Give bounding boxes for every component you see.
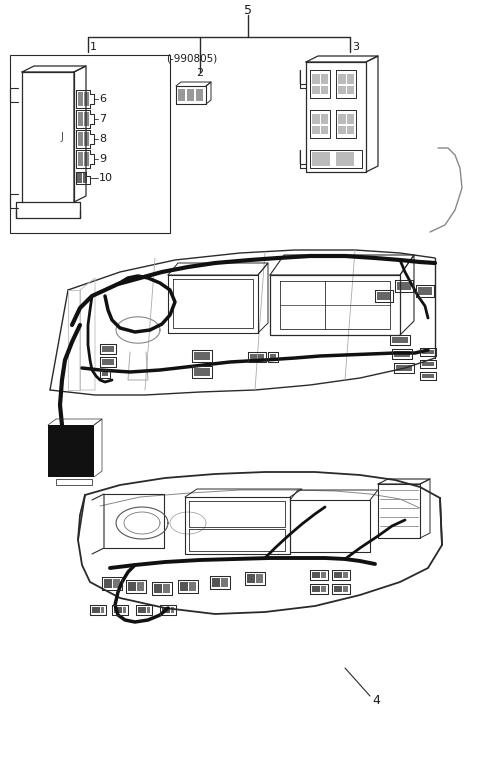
Bar [321,86,328,94]
Bar [312,586,320,592]
Bar [194,352,210,360]
Bar [312,572,320,578]
Bar [321,74,328,84]
Bar [138,607,146,613]
Bar [312,126,320,134]
Bar [418,287,432,295]
Bar [178,89,185,101]
Bar [84,92,89,106]
Bar [154,584,162,593]
Text: 6: 6 [99,94,106,104]
Bar [338,86,346,94]
Bar [113,579,120,588]
Bar [347,86,354,94]
Bar [336,152,354,166]
Bar [78,112,83,126]
Bar [334,572,342,578]
Bar [101,607,104,613]
Bar [189,582,196,591]
Bar [394,351,410,357]
Bar [114,607,122,613]
Bar [392,337,408,343]
Bar [256,574,263,583]
Bar [270,354,276,360]
Bar [321,114,328,124]
Bar [250,354,264,360]
Bar [299,70,301,84]
Bar [78,152,83,166]
Bar [128,582,136,591]
Bar [84,132,89,146]
Text: (-990805): (-990805) [166,53,217,63]
Bar [10,55,170,233]
Bar [312,114,320,124]
Bar [102,372,108,376]
Bar [422,350,434,354]
Bar [187,89,194,101]
Text: 4: 4 [372,693,380,706]
Bar [162,607,170,613]
Text: 9: 9 [99,154,106,164]
Bar [56,479,92,485]
Bar [102,346,114,352]
Bar [321,586,326,592]
Bar [343,586,348,592]
Bar [422,374,434,378]
Bar [396,365,412,371]
Bar [123,607,126,613]
Bar [338,114,346,124]
Bar [194,368,210,376]
Bar [137,582,144,591]
Text: 1: 1 [90,42,97,52]
Bar [83,173,87,183]
Bar [312,152,330,166]
Bar [397,282,411,290]
Bar [347,74,354,84]
Bar [180,582,188,591]
Bar [104,579,112,588]
Bar [92,607,100,613]
Bar [78,92,83,106]
Bar [163,584,170,593]
Text: 5: 5 [244,3,252,16]
Bar [147,607,150,613]
Bar [299,150,301,164]
Bar [321,572,326,578]
Bar [312,86,320,94]
Text: 7: 7 [99,114,106,124]
Bar [321,126,328,134]
Bar [334,586,342,592]
Bar [247,574,255,583]
Text: 2: 2 [196,68,204,78]
Bar [171,607,174,613]
Text: 10: 10 [99,173,113,183]
Bar [338,126,346,134]
Bar [84,112,89,126]
Bar [48,425,94,477]
Text: 8: 8 [99,134,106,144]
Bar [212,578,220,587]
Bar [312,74,320,84]
Bar [377,292,391,300]
Bar [347,126,354,134]
Bar [338,74,346,84]
Bar [343,572,348,578]
Bar [347,114,354,124]
Bar [196,89,203,101]
Bar [77,173,82,183]
Bar [84,152,89,166]
Bar [422,362,434,366]
Bar [78,132,83,146]
Text: J: J [60,132,63,142]
Text: 3: 3 [352,42,359,52]
Bar [102,359,114,365]
Bar [221,578,228,587]
